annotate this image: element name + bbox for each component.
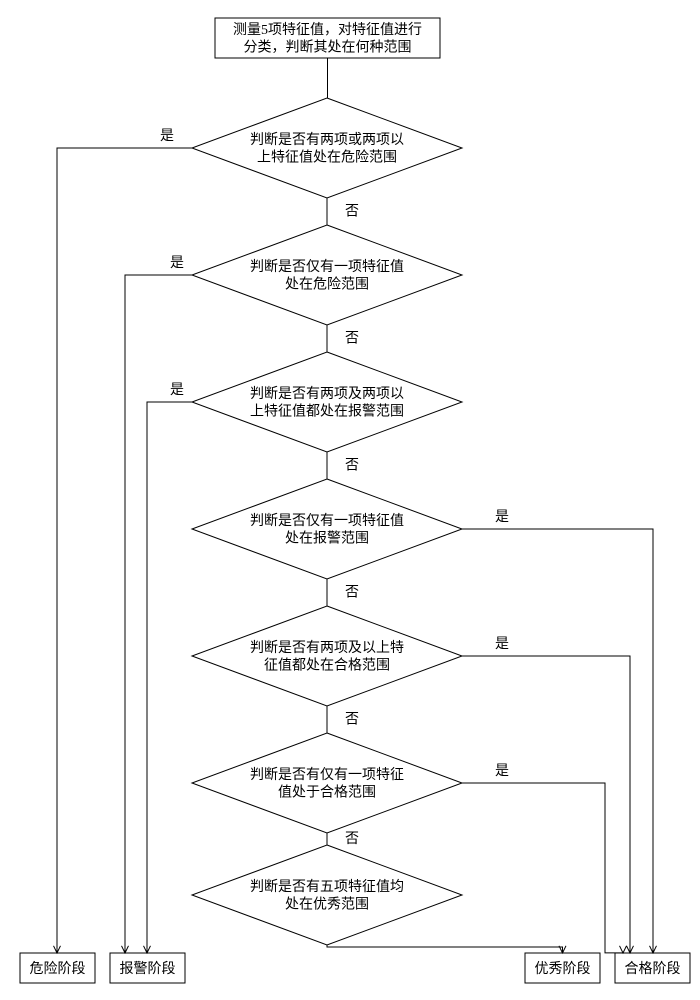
outcome-o3: 优秀阶段	[525, 953, 600, 983]
no-label: 否	[345, 832, 359, 847]
svg-text:判断是否有两项及以上特征值都处在合格范围: 判断是否有两项及以上特征值都处在合格范围	[250, 640, 404, 674]
svg-text:判断是否有两项及两项以上特征值都处在报警范围: 判断是否有两项及两项以上特征值都处在报警范围	[250, 386, 404, 420]
svg-text:测量5项特征值，对特征值进行分类，判断其处在何种范围: 测量5项特征值，对特征值进行分类，判断其处在何种范围	[233, 22, 422, 56]
outcome-o4: 合格阶段	[615, 953, 690, 983]
svg-text:判断是否仅有一项特征值处在报警范围: 判断是否仅有一项特征值处在报警范围	[250, 513, 404, 547]
decision-d3: 判断是否有两项及两项以上特征值都处在报警范围	[192, 352, 462, 452]
no-label: 否	[345, 205, 359, 220]
yes-label: 是	[495, 510, 509, 525]
decision-d1: 判断是否有两项或两项以上特征值处在危险范围	[192, 98, 462, 198]
decision-d2: 判断是否仅有一项特征值处在危险范围	[192, 225, 462, 325]
decision-d4: 判断是否仅有一项特征值处在报警范围	[192, 479, 462, 579]
svg-text:危险阶段: 危险阶段	[30, 961, 86, 977]
yes-label: 是	[160, 129, 174, 144]
svg-text:合格阶段: 合格阶段	[625, 961, 681, 977]
yes-label: 是	[170, 383, 184, 398]
svg-text:优秀阶段: 优秀阶段	[535, 961, 591, 977]
outcome-o2: 报警阶段	[110, 953, 185, 983]
no-label: 否	[345, 586, 359, 601]
decision-d5: 判断是否有两项及以上特征值都处在合格范围	[192, 606, 462, 706]
yes-label: 是	[495, 637, 509, 652]
svg-text:判断是否有五项特征值均处在优秀范围: 判断是否有五项特征值均处在优秀范围	[250, 879, 404, 913]
svg-text:报警阶段: 报警阶段	[120, 961, 176, 977]
decision-d6: 判断是否有仅有一项特征值处于合格范围	[192, 733, 462, 833]
start-box: 测量5项特征值，对特征值进行分类，判断其处在何种范围	[215, 18, 440, 58]
no-label: 否	[345, 459, 359, 474]
svg-text:判断是否仅有一项特征值处在危险范围: 判断是否仅有一项特征值处在危险范围	[250, 259, 404, 293]
outcome-o1: 危险阶段	[20, 953, 95, 983]
svg-text:判断是否有仅有一项特征值处于合格范围: 判断是否有仅有一项特征值处于合格范围	[250, 767, 404, 801]
yes-label: 是	[170, 256, 184, 271]
flowchart-canvas: 测量5项特征值，对特征值进行分类，判断其处在何种范围判断是否有两项或两项以上特征…	[0, 0, 700, 1000]
no-label: 否	[345, 332, 359, 347]
no-label: 否	[345, 713, 359, 728]
decision-d7: 判断是否有五项特征值均处在优秀范围	[192, 845, 462, 945]
svg-text:判断是否有两项或两项以上特征值处在危险范围: 判断是否有两项或两项以上特征值处在危险范围	[250, 132, 404, 166]
yes-label: 是	[495, 764, 509, 779]
